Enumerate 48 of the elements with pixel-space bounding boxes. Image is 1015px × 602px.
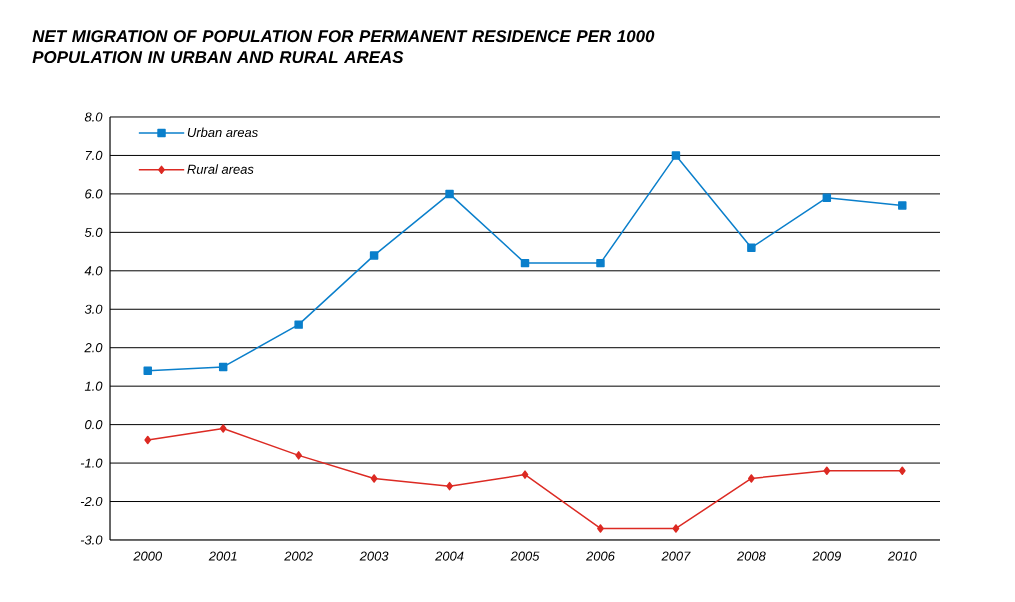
point: [597, 524, 604, 533]
x-tick-label: 2008: [736, 551, 766, 561]
y-tick-label: 4.0: [84, 266, 103, 276]
point: [822, 193, 832, 202]
x-tick-label: 2010: [887, 551, 917, 561]
x-tick-label: 2001: [208, 551, 237, 561]
y-tick-label: 0.0: [85, 420, 103, 430]
y-tick-label: -2.0: [80, 496, 103, 507]
x-tick-label: 2007: [661, 551, 691, 561]
point: [295, 451, 303, 460]
y-tick-label: 8.0: [84, 112, 103, 122]
y-tick-label: 5.0: [84, 227, 103, 237]
y-tick-label: 2.0: [84, 343, 103, 353]
point: [219, 424, 227, 433]
point: [748, 474, 755, 483]
point: [218, 362, 228, 372]
y-tick-label: -1.0: [80, 458, 103, 468]
point: [672, 524, 680, 533]
point: [747, 243, 756, 252]
point: [143, 366, 152, 376]
point: [446, 481, 453, 491]
point: [898, 466, 906, 475]
point: [596, 258, 605, 268]
point: [671, 151, 681, 160]
x-tick-label: 2000: [133, 551, 163, 561]
x-tick-label: 2006: [585, 551, 615, 561]
point: [144, 435, 152, 445]
y-tick-label: 6.0: [85, 189, 103, 199]
point: [521, 470, 529, 479]
chart-title: NET MIGRATION OF POPULATION FOR PERMANENT RESIDENCE PER 1000 POPULATION IN URBAN AND RURAL AREAS: [32, 30, 655, 64]
legend-label: Rural areas: [187, 164, 254, 174]
point: [369, 251, 379, 260]
y-tick-label: 3.0: [84, 304, 103, 314]
point: [445, 189, 454, 199]
y-tick-label: 1.0: [84, 381, 103, 391]
x-tick-label: 2002: [284, 551, 313, 561]
point: [294, 320, 303, 329]
x-tick-label: 2009: [812, 551, 841, 561]
x-tick-label: 2005: [510, 551, 540, 561]
point: [898, 201, 907, 210]
y-tick-label: 7.0: [85, 150, 103, 161]
point: [370, 474, 378, 483]
x-tick-label: 2004: [435, 551, 464, 561]
legend-label: Urban areas: [187, 127, 258, 138]
point: [520, 258, 530, 268]
y-tick-label: -3.0: [80, 535, 103, 545]
x-tick-label: 2003: [359, 551, 389, 561]
point: [823, 466, 831, 475]
